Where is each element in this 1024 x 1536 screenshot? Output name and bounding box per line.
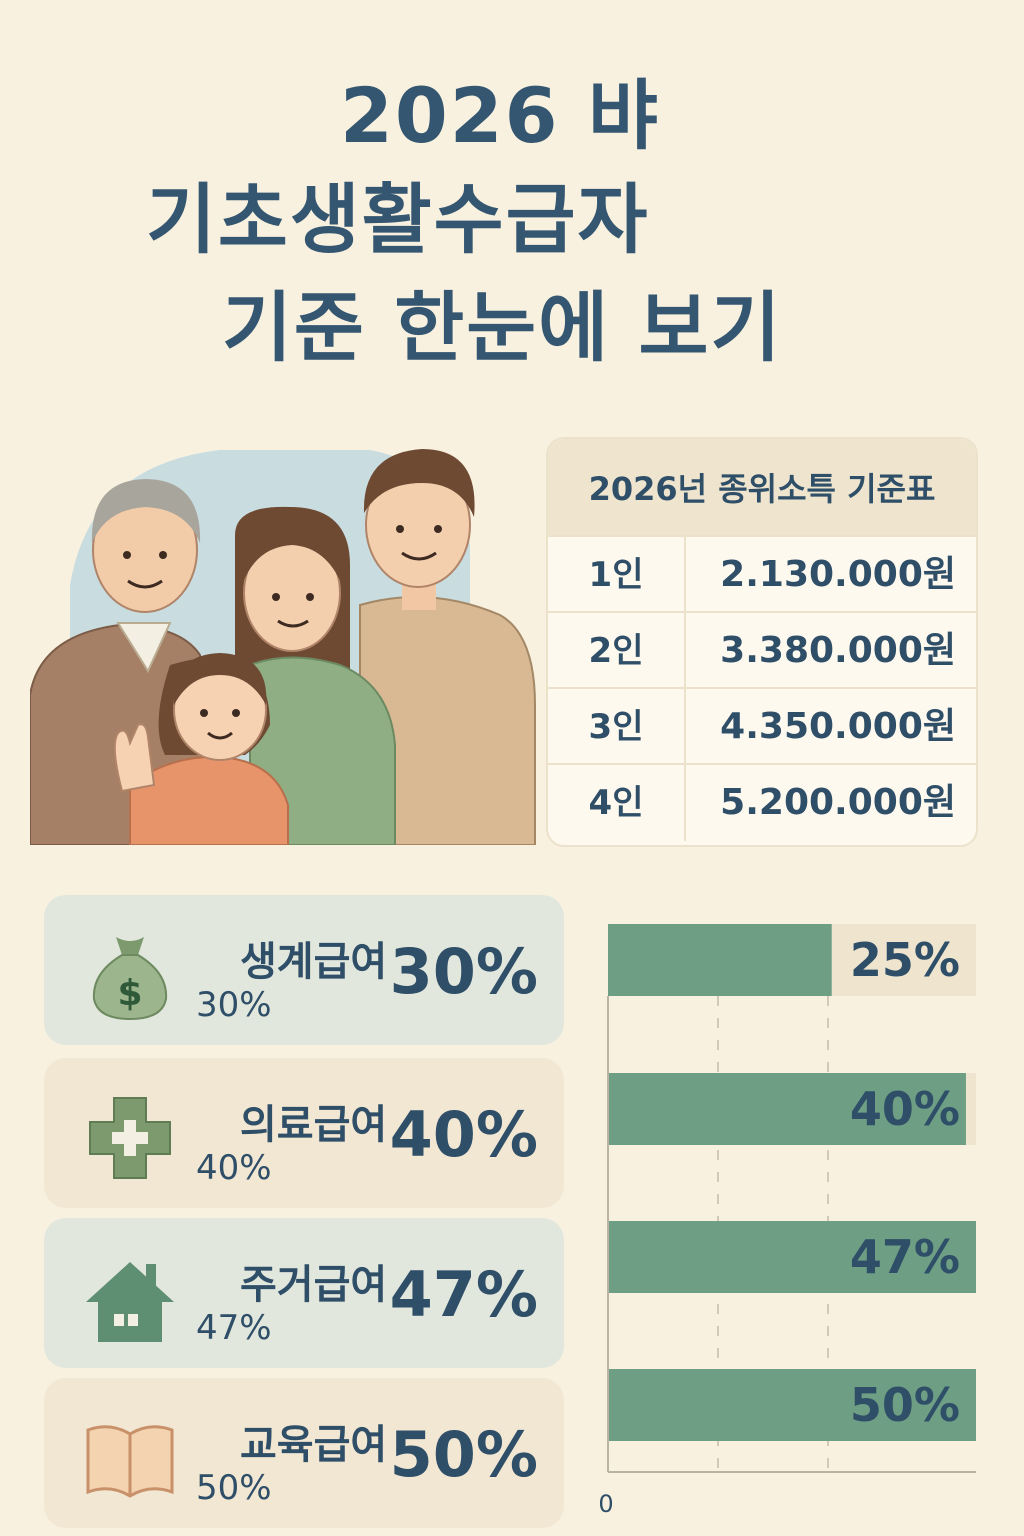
income-row-4: 4인 5.200.000원 <box>548 763 976 841</box>
income-row-1: 1인 2.130.000원 <box>548 535 976 613</box>
house-icon <box>86 1262 174 1342</box>
income-table-heading: 2026넌 종위소특 기준표 <box>548 439 976 535</box>
income-amount: 4.350.000원 <box>720 706 956 747</box>
title-line-2: 기초생활수급자 <box>146 175 650 264</box>
benefit-name: 교육급여 <box>240 1422 388 1468</box>
benefit-name: 생계급여 <box>240 939 388 985</box>
bar-data-label: 47% <box>850 1230 960 1284</box>
benefit-card-housing: 주거급여 47% 47% <box>44 1218 564 1368</box>
benefit-rate-small: 30% <box>196 985 272 1025</box>
benefit-rate: 30% <box>389 935 538 1008</box>
benefit-rate-small: 40% <box>196 1148 272 1188</box>
bar-data-label: 40% <box>850 1082 960 1136</box>
bar <box>608 924 832 996</box>
benefit-bar-chart: 25% 40% 47% 50% 0 <box>598 924 976 1518</box>
bar <box>608 1073 966 1145</box>
bar-data-label: 50% <box>850 1378 960 1432</box>
bar <box>608 1221 976 1293</box>
income-row-3: 3인 4.350.000원 <box>548 687 976 765</box>
bar <box>608 1369 976 1441</box>
benefit-card-living: $ 생계급여 30% 30% <box>44 895 564 1045</box>
household-size: 2인 <box>548 613 686 689</box>
income-amount: 5.200.000원 <box>720 782 956 823</box>
benefit-card-medical: 의료급여 40% 40% <box>44 1058 564 1208</box>
child-figure <box>113 653 289 845</box>
benefit-rate: 40% <box>389 1098 538 1171</box>
benefit-rate: 50% <box>389 1418 538 1491</box>
book-icon <box>86 1425 174 1498</box>
title-line-1: 2026 뱌 <box>340 71 660 160</box>
income-row-2: 2인 3.380.000원 <box>548 611 976 689</box>
benefit-rate-small: 47% <box>196 1308 272 1348</box>
benefit-rate: 47% <box>389 1258 538 1331</box>
benefit-card-education: 교육급여 50% 50% <box>44 1378 564 1528</box>
income-amount: 2.130.000원 <box>720 554 956 595</box>
income-amount: 3.380.000원 <box>720 630 956 671</box>
benefit-name: 주거급여 <box>240 1262 388 1308</box>
benefit-rate-small: 50% <box>196 1468 272 1508</box>
medical-cross-icon <box>89 1097 171 1179</box>
mother-figure <box>235 506 396 845</box>
benefit-name: 의료급여 <box>240 1102 388 1148</box>
household-size: 1인 <box>548 537 686 613</box>
svg-text:$: $ <box>117 973 142 1014</box>
money-bag-icon: $ <box>92 937 168 1021</box>
title-line-3: 기준 한눈에 보기 <box>222 283 783 372</box>
household-size: 3인 <box>548 689 686 765</box>
family-illustration <box>30 449 536 845</box>
household-size: 4인 <box>548 765 686 841</box>
father-figure <box>359 449 536 845</box>
median-income-table: 2026넌 종위소특 기준표 1인 2.130.000원 2인 3.380.00… <box>546 437 978 847</box>
x-tick-label: 0 <box>598 1490 613 1518</box>
bar-data-label: 25% <box>850 933 960 987</box>
